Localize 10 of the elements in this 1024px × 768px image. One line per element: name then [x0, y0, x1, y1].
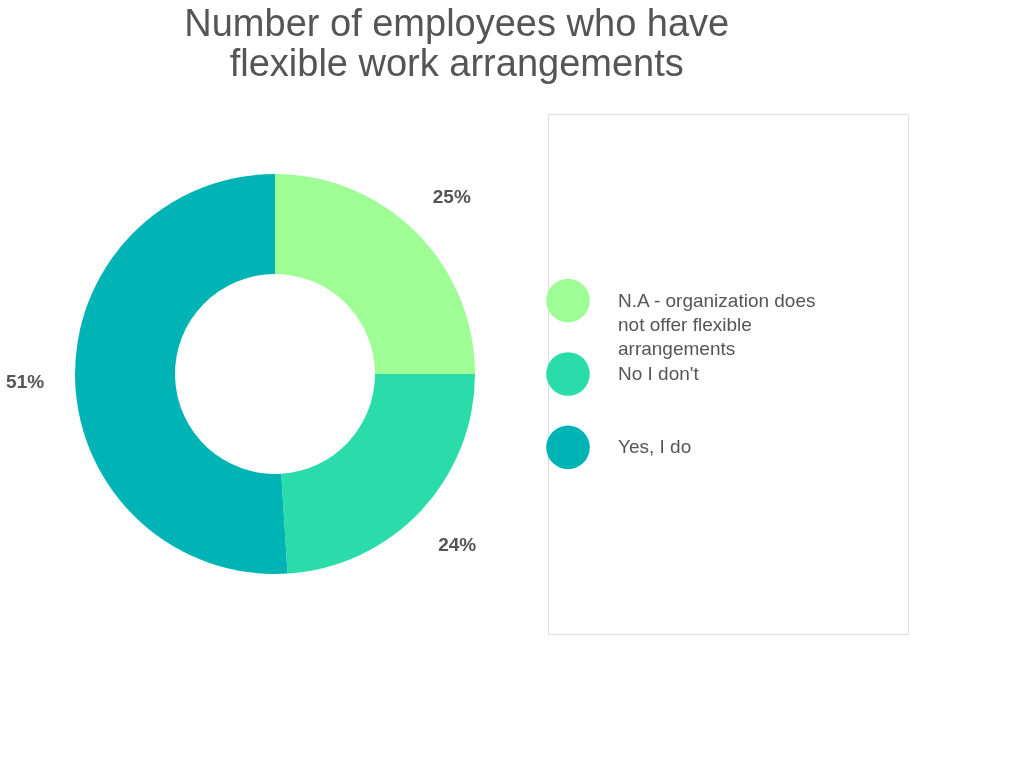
donut-slice: [275, 174, 475, 374]
donut-slice: [75, 174, 288, 574]
data-label: 25%: [432, 186, 471, 208]
data-label: 51%: [6, 370, 45, 392]
legend-label: Yes, I do: [618, 436, 692, 458]
donut-slice: [281, 374, 475, 574]
data-label: 24%: [438, 534, 477, 556]
chart-title: Number of employees who have flexible work arrangements: [184, 1, 730, 84]
legend-label: N.A - organization does not offer flexible arrangements: [618, 289, 816, 359]
legend-label: No I don't: [618, 363, 700, 384]
